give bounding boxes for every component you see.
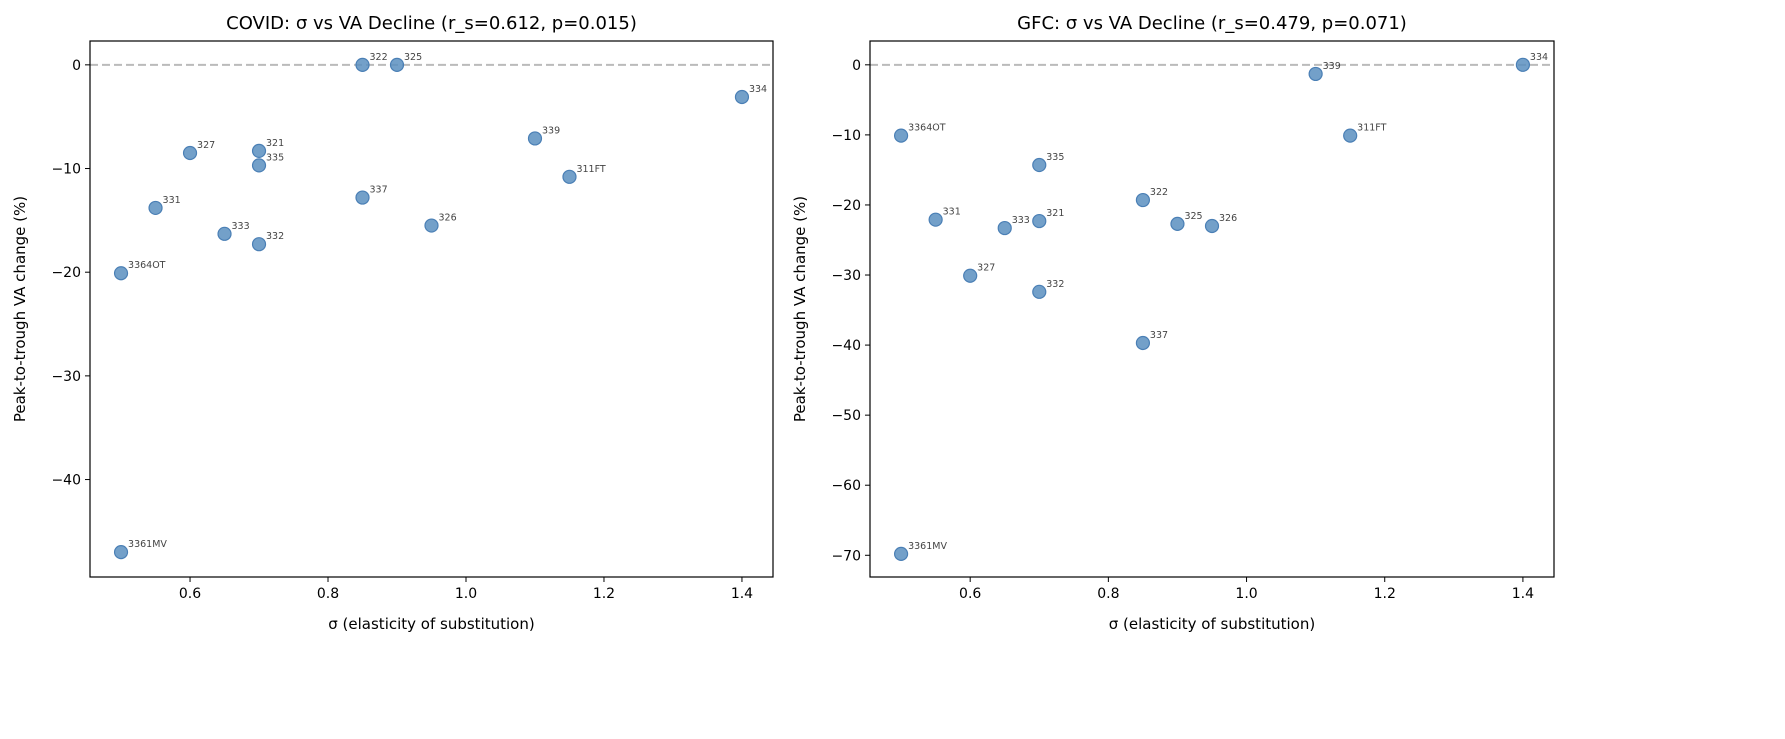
y-tick-label: −50 bbox=[831, 408, 861, 424]
data-point bbox=[1032, 213, 1047, 229]
x-tick-label: 0.6 bbox=[959, 586, 981, 602]
point-label: 3364OT bbox=[908, 123, 946, 134]
point-label: 339 bbox=[1323, 61, 1341, 72]
chart-title: GFC: σ vs VA Decline (r_s=0.479, p=0.071… bbox=[1017, 13, 1407, 34]
data-point bbox=[963, 268, 978, 283]
point-label: 331 bbox=[943, 207, 961, 218]
subplot-2: 339 334 3364OT 311FT 335 322 331 321 333 325 326 32… bbox=[791, 13, 1555, 633]
point-label: 325 bbox=[1184, 211, 1202, 222]
data-point bbox=[217, 226, 232, 241]
y-tick-label: −30 bbox=[51, 369, 81, 385]
data-point bbox=[355, 57, 370, 72]
y-tick-label: −10 bbox=[51, 162, 81, 178]
y-axis-label: Peak-to-trough VA change (%) bbox=[791, 196, 809, 422]
point-label: 321 bbox=[1046, 208, 1064, 219]
point-label: 335 bbox=[1046, 152, 1064, 163]
y-tick-label: −30 bbox=[831, 268, 861, 284]
data-point bbox=[251, 158, 267, 173]
y-tick-label: 0 bbox=[852, 58, 861, 74]
data-point bbox=[893, 546, 909, 561]
data-point bbox=[1032, 157, 1047, 173]
data-point bbox=[389, 57, 405, 72]
data-point bbox=[113, 545, 129, 560]
x-tick-label: 0.6 bbox=[179, 586, 201, 602]
x-tick-label: 1.2 bbox=[593, 586, 615, 602]
point-label: 332 bbox=[1046, 279, 1064, 290]
y-tick-label: −20 bbox=[831, 198, 861, 214]
data-point bbox=[113, 266, 129, 281]
point-label: 321 bbox=[266, 138, 284, 149]
y-tick-label: −40 bbox=[51, 473, 81, 489]
x-tick-label: 1.0 bbox=[455, 586, 477, 602]
point-label: 335 bbox=[266, 152, 284, 163]
point-label: 3361MV bbox=[128, 539, 167, 550]
y-tick-label: −70 bbox=[831, 548, 861, 564]
point-label: 326 bbox=[439, 213, 457, 224]
y-tick-label: −60 bbox=[831, 478, 861, 494]
data-point bbox=[424, 218, 439, 233]
x-axis-label: σ (elasticity of substitution) bbox=[1109, 615, 1315, 633]
data-point bbox=[251, 237, 267, 252]
data-point bbox=[148, 200, 163, 216]
data-point bbox=[928, 212, 943, 227]
point-label: 3364OT bbox=[128, 260, 166, 271]
point-label: 3361MV bbox=[908, 541, 947, 552]
point-label: 322 bbox=[370, 52, 388, 63]
data-point bbox=[355, 190, 370, 205]
x-tick-label: 1.2 bbox=[1374, 586, 1396, 602]
axes-frame bbox=[869, 40, 1555, 578]
data-point bbox=[562, 169, 577, 184]
axes-frame bbox=[89, 40, 774, 578]
point-label: 339 bbox=[542, 125, 560, 136]
point-label: 334 bbox=[749, 84, 767, 95]
data-point bbox=[734, 89, 750, 105]
point-label: 331 bbox=[163, 195, 181, 206]
point-label: 311FT bbox=[576, 164, 605, 175]
point-label: 333 bbox=[232, 221, 250, 232]
point-label: 311FT bbox=[1357, 123, 1386, 134]
data-point bbox=[893, 128, 909, 143]
y-tick-label: −10 bbox=[831, 128, 861, 144]
point-label: 325 bbox=[404, 52, 422, 63]
point-label: 327 bbox=[197, 140, 215, 151]
x-tick-label: 0.8 bbox=[1097, 586, 1119, 602]
point-label: 322 bbox=[1150, 187, 1168, 198]
x-tick-label: 1.4 bbox=[731, 586, 753, 602]
point-label: 334 bbox=[1530, 52, 1548, 63]
x-tick-label: 0.8 bbox=[317, 586, 339, 602]
data-point bbox=[997, 220, 1012, 236]
data-point bbox=[1135, 335, 1151, 351]
data-point bbox=[527, 131, 543, 146]
y-tick-label: −20 bbox=[51, 265, 81, 281]
point-label: 332 bbox=[266, 231, 284, 242]
subplot-1: 322 325 334 339 327 321 335 311FT 331 337 326 333 33… bbox=[11, 13, 774, 633]
data-point bbox=[1170, 216, 1185, 231]
data-point bbox=[1135, 192, 1151, 208]
point-label: 337 bbox=[1150, 330, 1168, 341]
data-point bbox=[1515, 57, 1531, 72]
data-point bbox=[251, 143, 267, 158]
data-point bbox=[1308, 66, 1323, 82]
chart-title: COVID: σ vs VA Decline (r_s=0.612, p=0.0… bbox=[226, 13, 637, 34]
point-label: 333 bbox=[1012, 215, 1030, 226]
data-point bbox=[182, 145, 198, 161]
x-tick-label: 1.4 bbox=[1512, 586, 1534, 602]
point-label: 337 bbox=[370, 185, 388, 196]
point-label: 326 bbox=[1219, 213, 1237, 224]
point-label: 327 bbox=[977, 263, 995, 274]
y-tick-label: 0 bbox=[72, 58, 81, 74]
data-point bbox=[1032, 284, 1047, 299]
y-tick-label: −40 bbox=[831, 338, 861, 354]
data-point bbox=[1204, 218, 1220, 234]
x-tick-label: 1.0 bbox=[1235, 586, 1257, 602]
y-axis-label: Peak-to-trough VA change (%) bbox=[11, 196, 29, 422]
data-point bbox=[1343, 128, 1358, 143]
x-axis-label: σ (elasticity of substitution) bbox=[328, 615, 534, 633]
